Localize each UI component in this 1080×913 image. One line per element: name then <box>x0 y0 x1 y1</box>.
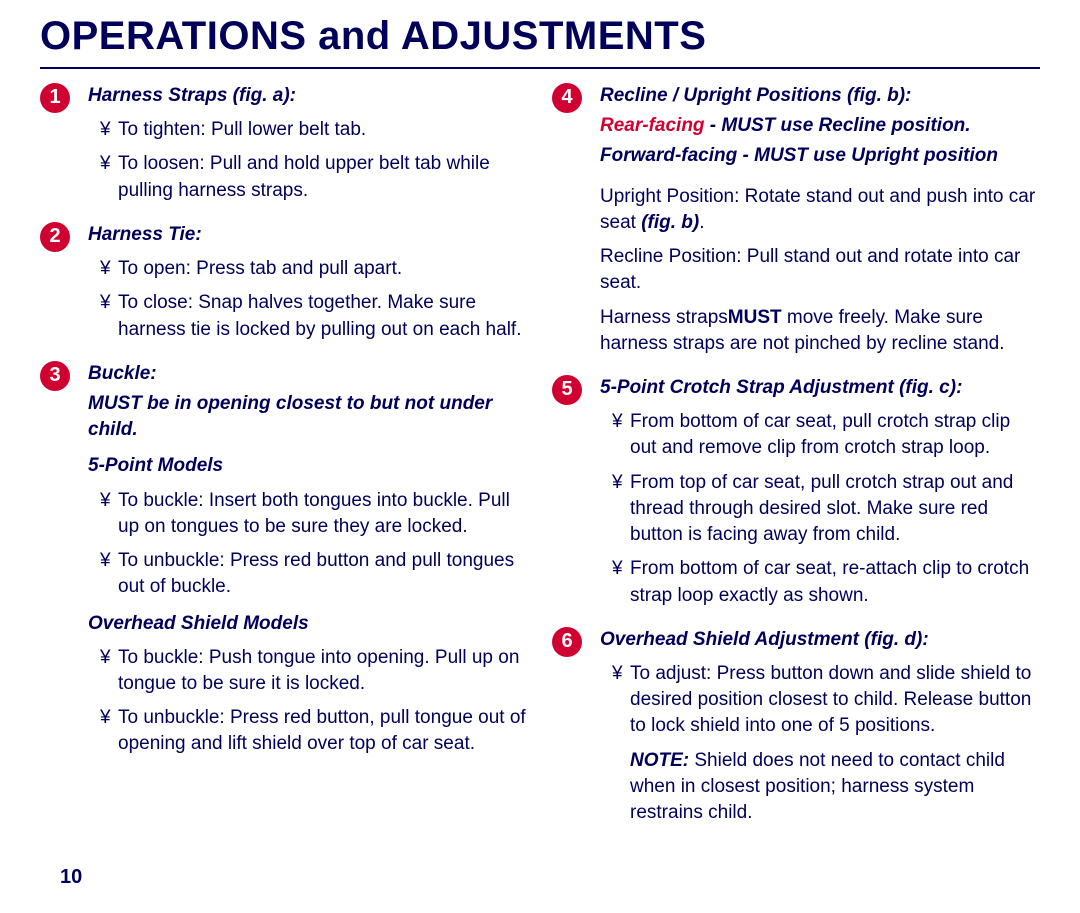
bullet-mark: ¥ <box>612 556 623 582</box>
number-badge-3: 3 <box>40 361 70 391</box>
bullet-text: To buckle: Insert both tongues into buck… <box>118 490 510 537</box>
number-badge-2: 2 <box>40 222 70 252</box>
page-title: OPERATIONS and ADJUSTMENTS <box>40 14 1040 59</box>
bullet-text: From bottom of car seat, re-attach clip … <box>630 558 1029 605</box>
section-4-heading: Recline / Upright Positions (fig. b): <box>600 83 1040 109</box>
section-1-heading: Harness Straps (fig. a): <box>88 83 528 109</box>
section-2: 2 Harness Tie: ¥ To open: Press tab and p… <box>40 222 528 343</box>
section-1: 1 Harness Straps (fig. a): ¥ To tighten: … <box>40 83 528 204</box>
number-badge-1: 1 <box>40 83 70 113</box>
bullet-text: To loosen: Pull and hold upper belt tab … <box>118 153 490 200</box>
section-5-bullet-1: ¥ From bottom of car seat, pull crotch st… <box>600 409 1040 461</box>
bullet-text: From bottom of car seat, pull crotch str… <box>630 411 1010 458</box>
section-4-rear: Rear-facing - MUST use Recline position. <box>600 113 1040 139</box>
bullet-text: From top of car seat, pull crotch strap … <box>630 472 1013 545</box>
bullet-text: To open: Press tab and pull apart. <box>118 258 402 279</box>
section-6-bullet-1: ¥ To adjust: Press button down and slide … <box>600 661 1040 740</box>
section-2-bullet-2: ¥ To close: Snap halves together. Make su… <box>88 290 528 342</box>
section-5-bullet-2: ¥ From top of car seat, pull crotch strap… <box>600 470 1040 549</box>
section-3-sub2: Overhead Shield Models <box>88 611 528 637</box>
bullet-mark: ¥ <box>612 661 623 687</box>
two-column-layout: 1 Harness Straps (fig. a): ¥ To tighten: … <box>40 83 1040 844</box>
must-label: MUST <box>728 307 782 328</box>
bullet-text: To close: Snap halves together. Make sur… <box>118 292 521 339</box>
number-badge-6: 6 <box>552 627 582 657</box>
bullet-text: To adjust: Press button down and slide s… <box>630 663 1031 736</box>
section-3-bullet-3: ¥ To buckle: Push tongue into opening. Pu… <box>88 645 528 697</box>
section-3-sub1: 5-Point Models <box>88 453 528 479</box>
section-4-forward: Forward-facing - MUST use Upright positi… <box>600 143 1040 169</box>
bullet-text: To unbuckle: Press red button and pull t… <box>118 550 514 597</box>
section-3: 3 Buckle: MUST be in opening closest to … <box>40 361 528 758</box>
right-column: 4 Recline / Upright Positions (fig. b): … <box>552 83 1040 844</box>
bullet-mark: ¥ <box>100 645 111 671</box>
section-4-para-3: Harness strapsMUST move freely. Make sur… <box>600 305 1040 357</box>
section-4-para-1: Upright Position: Rotate stand out and p… <box>600 184 1040 236</box>
rear-facing-label: Rear-facing <box>600 115 705 136</box>
bullet-mark: ¥ <box>100 488 111 514</box>
section-6-note: NOTE: Shield does not need to contact ch… <box>600 748 1040 827</box>
section-4: 4 Recline / Upright Positions (fig. b): … <box>552 83 1040 357</box>
rear-facing-rest: - MUST use Recline position. <box>705 115 971 136</box>
para-text: Harness straps <box>600 307 728 328</box>
section-3-bullet-4: ¥ To unbuckle: Press red button, pull ton… <box>88 705 528 757</box>
page-number: 10 <box>60 866 82 889</box>
section-6-heading: Overhead Shield Adjustment (fig. d): <box>600 627 1040 653</box>
section-3-heading: Buckle: <box>88 361 528 387</box>
section-1-bullet-2: ¥ To loosen: Pull and hold upper belt tab… <box>88 151 528 203</box>
bullet-text: To buckle: Push tongue into opening. Pul… <box>118 647 519 694</box>
section-5-heading: 5-Point Crotch Strap Adjustment (fig. c)… <box>600 375 1040 401</box>
manual-page: OPERATIONS and ADJUSTMENTS 1 Harness Str… <box>0 0 1080 913</box>
note-label: NOTE: <box>630 750 689 771</box>
section-3-bullet-1: ¥ To buckle: Insert both tongues into buc… <box>88 488 528 540</box>
bullet-text: To tighten: Pull lower belt tab. <box>118 119 366 140</box>
section-6: 6 Overhead Shield Adjustment (fig. d): ¥… <box>552 627 1040 827</box>
para-text: . <box>699 212 704 233</box>
bullet-mark: ¥ <box>100 256 111 282</box>
bullet-mark: ¥ <box>100 290 111 316</box>
section-5: 5 5-Point Crotch Strap Adjustment (fig. … <box>552 375 1040 609</box>
bullet-mark: ¥ <box>100 117 111 143</box>
section-3-bullet-2: ¥ To unbuckle: Press red button and pull … <box>88 548 528 600</box>
section-2-heading: Harness Tie: <box>88 222 528 248</box>
section-2-bullet-1: ¥ To open: Press tab and pull apart. <box>88 256 528 282</box>
section-4-para-2: Recline Position: Pull stand out and rot… <box>600 244 1040 296</box>
bullet-mark: ¥ <box>100 705 111 731</box>
left-column: 1 Harness Straps (fig. a): ¥ To tighten: … <box>40 83 528 844</box>
number-badge-5: 5 <box>552 375 582 405</box>
bullet-mark: ¥ <box>612 470 623 496</box>
fig-ref: (fig. b) <box>641 212 699 233</box>
section-5-bullet-3: ¥ From bottom of car seat, re-attach clip… <box>600 556 1040 608</box>
bullet-mark: ¥ <box>612 409 623 435</box>
section-3-warning: MUST be in opening closest to but not un… <box>88 391 528 443</box>
number-badge-4: 4 <box>552 83 582 113</box>
section-1-bullet-1: ¥ To tighten: Pull lower belt tab. <box>88 117 528 143</box>
bullet-text: To unbuckle: Press red button, pull tong… <box>118 707 526 754</box>
bullet-mark: ¥ <box>100 151 111 177</box>
bullet-mark: ¥ <box>100 548 111 574</box>
title-rule <box>40 67 1040 69</box>
